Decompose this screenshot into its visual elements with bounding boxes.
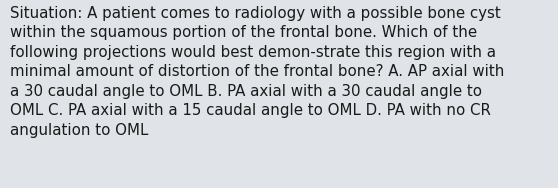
Text: Situation: A patient comes to radiology with a possible bone cyst
within the squ: Situation: A patient comes to radiology … <box>10 6 504 138</box>
